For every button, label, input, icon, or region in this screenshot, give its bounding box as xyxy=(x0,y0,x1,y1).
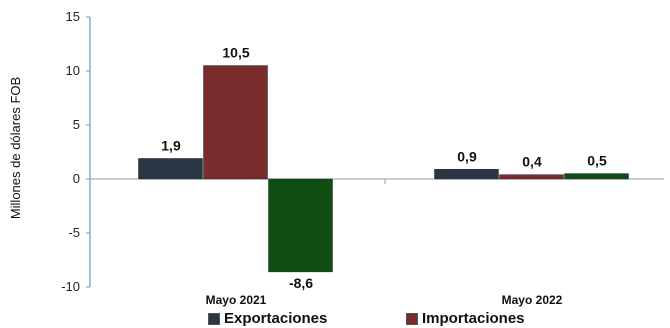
bar-1-2 xyxy=(564,173,629,180)
bars xyxy=(138,65,629,273)
bar-0-1 xyxy=(203,65,268,180)
bar-0-0 xyxy=(138,158,203,180)
data-label: 10,5 xyxy=(222,45,249,61)
legend-item-exportaciones: Exportaciones xyxy=(208,310,327,327)
y-tick-label: -10 xyxy=(61,279,80,294)
data-labels: 1,9 10,5 -8,6 0,9 0,4 0,5 xyxy=(161,45,607,291)
legend-swatch-importaciones xyxy=(406,312,418,325)
legend: Exportaciones Importaciones xyxy=(0,310,670,328)
legend-swatch-exportaciones xyxy=(208,312,220,325)
legend-label-importaciones: Importaciones xyxy=(422,310,525,327)
x-category-label: Mayo 2021 xyxy=(206,293,267,307)
y-tick-label: -5 xyxy=(68,225,80,240)
legend-label-exportaciones: Exportaciones xyxy=(224,310,328,327)
y-axis-label: Millones de dólares FOB xyxy=(8,77,23,219)
data-label: 0,4 xyxy=(522,154,542,170)
legend-item-importaciones: Importaciones xyxy=(406,310,525,327)
x-category-label: Mayo 2022 xyxy=(502,293,563,307)
bar-chart: Millones de dólares FOB -10 -5 0 5 10 15 Mayo … xyxy=(8,9,664,307)
data-label: 0,9 xyxy=(457,148,477,164)
y-tick-label: 10 xyxy=(66,63,80,78)
axes: -10 -5 0 5 10 15 Mayo 2021 Mayo 2022 xyxy=(61,9,664,307)
data-label: 1,9 xyxy=(161,137,181,153)
y-tick-label: 5 xyxy=(73,117,80,132)
y-tick-label: 0 xyxy=(73,171,80,186)
bar-1-1 xyxy=(499,174,564,180)
bar-1-0 xyxy=(434,169,499,180)
data-label: 0,5 xyxy=(587,153,607,169)
bar-0-2 xyxy=(268,178,333,273)
data-label: -8,6 xyxy=(289,275,313,291)
y-tick-label: 15 xyxy=(66,9,80,24)
